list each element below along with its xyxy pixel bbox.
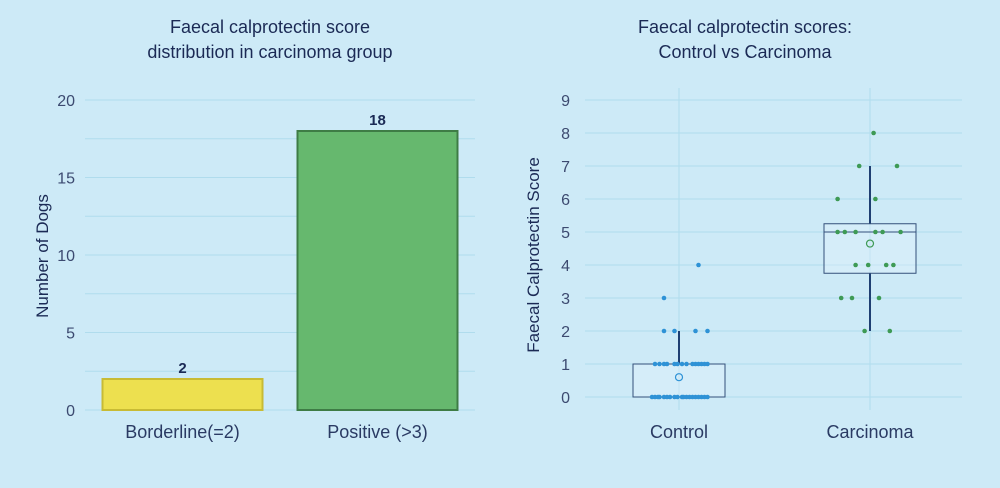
box-chart-y-tick-label: 5	[561, 225, 570, 242]
box-chart-y-tick-label: 3	[561, 291, 570, 308]
box-chart-y-tick-label: 6	[561, 192, 570, 209]
bar-chart-y-tick-label: 20	[57, 93, 75, 110]
data-point	[862, 328, 867, 334]
data-point	[873, 229, 878, 235]
data-point	[891, 262, 896, 268]
data-point	[664, 361, 670, 367]
data-point	[690, 361, 695, 367]
box-group-control	[632, 262, 726, 400]
data-point	[675, 361, 680, 367]
bar-chart-category-label: Borderline(=2)	[125, 422, 240, 442]
box-chart-y-tick-label: 4	[561, 258, 570, 275]
data-point	[876, 295, 882, 301]
data-point	[842, 229, 848, 235]
data-point	[661, 328, 667, 334]
bar-chart-y-tick-label: 5	[66, 326, 75, 343]
data-point	[675, 394, 680, 400]
data-point	[681, 394, 686, 400]
data-point	[657, 361, 662, 367]
bar-chart-title-line-1: Faecal calprotectin score	[170, 17, 370, 37]
data-point	[898, 229, 903, 235]
data-point	[887, 328, 893, 334]
bar-chart-title-line-2: distribution in carcinoma group	[147, 42, 392, 62]
box-chart-title-line-1: Faecal calprotectin scores:	[638, 17, 852, 37]
data-point	[871, 130, 876, 136]
data-point	[835, 196, 840, 202]
bar-data-label: 18	[369, 112, 386, 129]
data-point	[865, 262, 871, 268]
bar-positive	[296, 130, 459, 411]
data-point	[853, 229, 858, 235]
data-point	[679, 361, 685, 367]
bar-chart: Faecal calprotectin score distribution i…	[33, 17, 475, 442]
bar-data-label: 2	[178, 360, 186, 377]
box-chart-y-tick-label: 9	[561, 93, 570, 110]
box-chart-y-tick-label: 8	[561, 126, 570, 143]
data-point	[702, 361, 707, 367]
data-point	[838, 295, 844, 301]
data-point	[696, 394, 701, 400]
data-point	[705, 328, 710, 334]
bar-chart-category-label: Positive (>3)	[327, 422, 428, 442]
bar-chart-y-tick-label: 10	[57, 248, 75, 265]
data-point	[672, 328, 677, 334]
box-chart-category-label: Control	[650, 422, 708, 442]
box-chart-y-tick-label: 0	[561, 390, 570, 407]
data-point	[690, 394, 695, 400]
data-point	[835, 229, 840, 235]
box-chart-y-tick-label: 1	[561, 357, 570, 374]
data-point	[664, 394, 670, 400]
data-point	[849, 295, 855, 301]
data-point	[894, 163, 900, 169]
bar-borderline	[101, 378, 264, 411]
data-point	[702, 394, 707, 400]
data-point	[696, 361, 701, 367]
data-point	[693, 328, 698, 334]
data-point	[684, 361, 689, 367]
bar-chart-y-axis-label: Number of Dogs	[33, 194, 52, 318]
data-point	[661, 295, 667, 301]
box-chart-y-tick-label: 7	[561, 159, 570, 176]
box-chart-category-label: Carcinoma	[826, 422, 914, 442]
box-chart-y-tick-label: 2	[561, 324, 570, 341]
data-point	[655, 394, 661, 400]
mean-marker	[865, 239, 875, 248]
data-point	[880, 229, 885, 235]
data-point	[652, 361, 658, 367]
box-group-carcinoma	[823, 130, 917, 334]
box-chart-title-line-2: Control vs Carcinoma	[658, 42, 832, 62]
data-point	[696, 262, 701, 268]
data-point	[853, 262, 858, 268]
bar-chart-y-tick-label: 15	[57, 171, 75, 188]
box-chart-y-axis-label: Faecal Calprotectin Score	[524, 157, 543, 353]
box-chart: Faecal calprotectin scores: Control vs C…	[524, 17, 962, 442]
mean-marker	[674, 373, 684, 382]
bar-chart-y-tick-label: 0	[66, 403, 75, 420]
data-point	[883, 262, 889, 268]
data-point	[856, 163, 862, 169]
data-point	[873, 196, 878, 202]
